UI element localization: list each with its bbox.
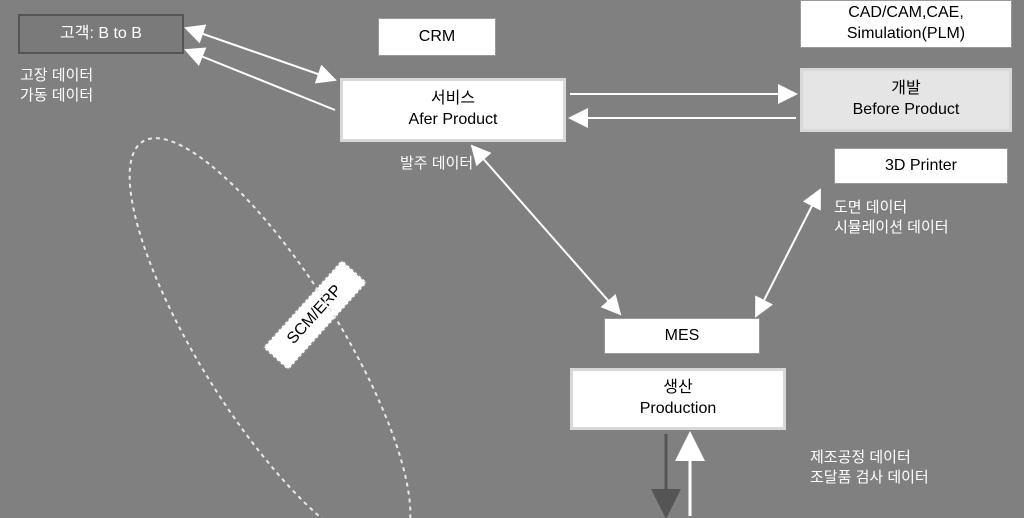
label-mfg-data: 제조공정 데이터 조달품 검사 데이터: [810, 448, 929, 489]
node-text: Simulation(PLM): [847, 24, 965, 45]
node-customer: 고객: B to B: [18, 14, 184, 54]
node-text: Production: [640, 399, 717, 420]
node-cad: CAD/CAM,CAE, Simulation(PLM): [800, 0, 1012, 48]
label-order-data: 발주 데이터: [400, 154, 473, 174]
node-text: CRM: [419, 27, 455, 48]
node-text: 개발: [891, 79, 920, 100]
node-text: Afer Product: [409, 110, 498, 131]
node-text: SCM/ERP: [284, 282, 346, 348]
node-text: CAD/CAM,CAE,: [848, 3, 964, 24]
node-text: MES: [665, 326, 700, 347]
node-text: 생산: [663, 378, 692, 399]
node-scm: SCM/ERP: [263, 260, 367, 370]
node-text: Before Product: [853, 100, 960, 121]
node-text: 서비스: [431, 89, 475, 110]
node-dev: 개발 Before Product: [800, 68, 1012, 132]
node-printer: 3D Printer: [834, 148, 1008, 184]
node-mes: MES: [604, 318, 760, 354]
node-crm: CRM: [378, 18, 496, 56]
node-text: 3D Printer: [885, 156, 957, 177]
node-text: 고객: B to B: [60, 24, 142, 45]
node-production: 생산 Production: [570, 368, 786, 430]
label-drawing-data: 도면 데이터 시뮬레이션 데이터: [834, 198, 949, 239]
node-service: 서비스 Afer Product: [340, 78, 566, 142]
label-fault-data: 고장 데이터 가동 데이터: [20, 66, 93, 107]
